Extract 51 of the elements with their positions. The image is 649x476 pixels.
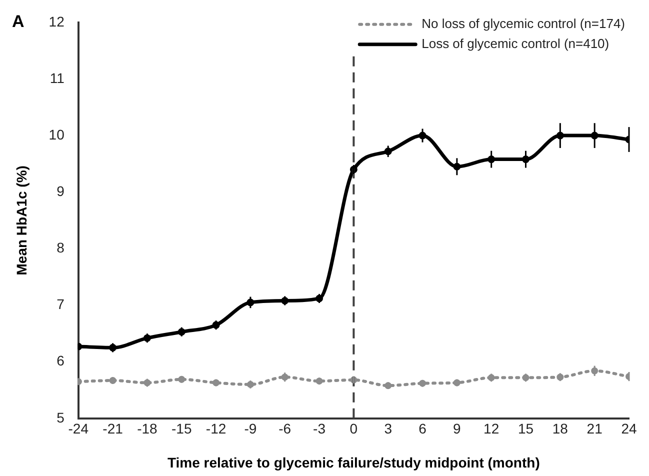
y-tick-label: 10 bbox=[48, 126, 65, 142]
y-tick-label: 7 bbox=[56, 296, 65, 312]
x-tick-label: -24 bbox=[68, 420, 89, 437]
point bbox=[556, 132, 564, 140]
x-tick-label: 12 bbox=[484, 420, 500, 437]
point bbox=[178, 328, 186, 336]
y-tick-label: 6 bbox=[56, 352, 65, 369]
point bbox=[281, 296, 289, 304]
point bbox=[316, 378, 323, 385]
x-tick-label: -3 bbox=[313, 420, 326, 437]
point bbox=[384, 148, 392, 156]
point bbox=[453, 162, 461, 170]
x-tick-label: 21 bbox=[586, 420, 603, 437]
y-tick-label: 8 bbox=[56, 240, 65, 256]
x-tick-label: 0 bbox=[350, 420, 358, 437]
point bbox=[590, 132, 598, 140]
point bbox=[384, 382, 392, 390]
x-tick-label: -12 bbox=[206, 420, 226, 437]
y-tick-label: 12 bbox=[48, 13, 65, 30]
x-tick-label: 18 bbox=[552, 420, 568, 437]
point bbox=[212, 321, 220, 329]
point bbox=[418, 132, 426, 140]
point bbox=[419, 380, 426, 387]
y-tick-label: 11 bbox=[50, 70, 65, 86]
x-tick-label: -9 bbox=[244, 420, 257, 437]
x-tick-label: -6 bbox=[278, 420, 292, 437]
text: A bbox=[12, 12, 24, 32]
point bbox=[522, 156, 530, 164]
point bbox=[178, 376, 186, 383]
x-axis-title: Time relative to glycemic failure/study midpoint (month) bbox=[168, 454, 540, 470]
point bbox=[453, 379, 460, 386]
x-tick-label: 6 bbox=[418, 420, 427, 437]
x-tick-label: -15 bbox=[172, 420, 192, 437]
point bbox=[143, 334, 151, 342]
x-tick-label: 9 bbox=[453, 420, 462, 437]
point bbox=[212, 379, 220, 386]
legend-label: No loss of glycemic control (n=174) bbox=[422, 16, 626, 31]
x-tick-label: 24 bbox=[621, 420, 637, 437]
point bbox=[246, 298, 254, 306]
point bbox=[316, 294, 324, 302]
y-axis-title: Mean HbA1c (%) bbox=[13, 166, 30, 276]
y-tick-label: 5 bbox=[56, 409, 65, 426]
y-tick-label: 9 bbox=[56, 182, 65, 199]
x-tick-label: -18 bbox=[137, 420, 158, 437]
x-tick-label: 3 bbox=[384, 420, 392, 437]
point bbox=[109, 376, 116, 384]
point bbox=[488, 156, 496, 164]
x-tick-label: 15 bbox=[518, 420, 534, 437]
legend-label: Loss of glycemic control (n=410) bbox=[422, 36, 610, 51]
x-tick-label: -21 bbox=[102, 420, 124, 437]
point bbox=[109, 344, 117, 352]
